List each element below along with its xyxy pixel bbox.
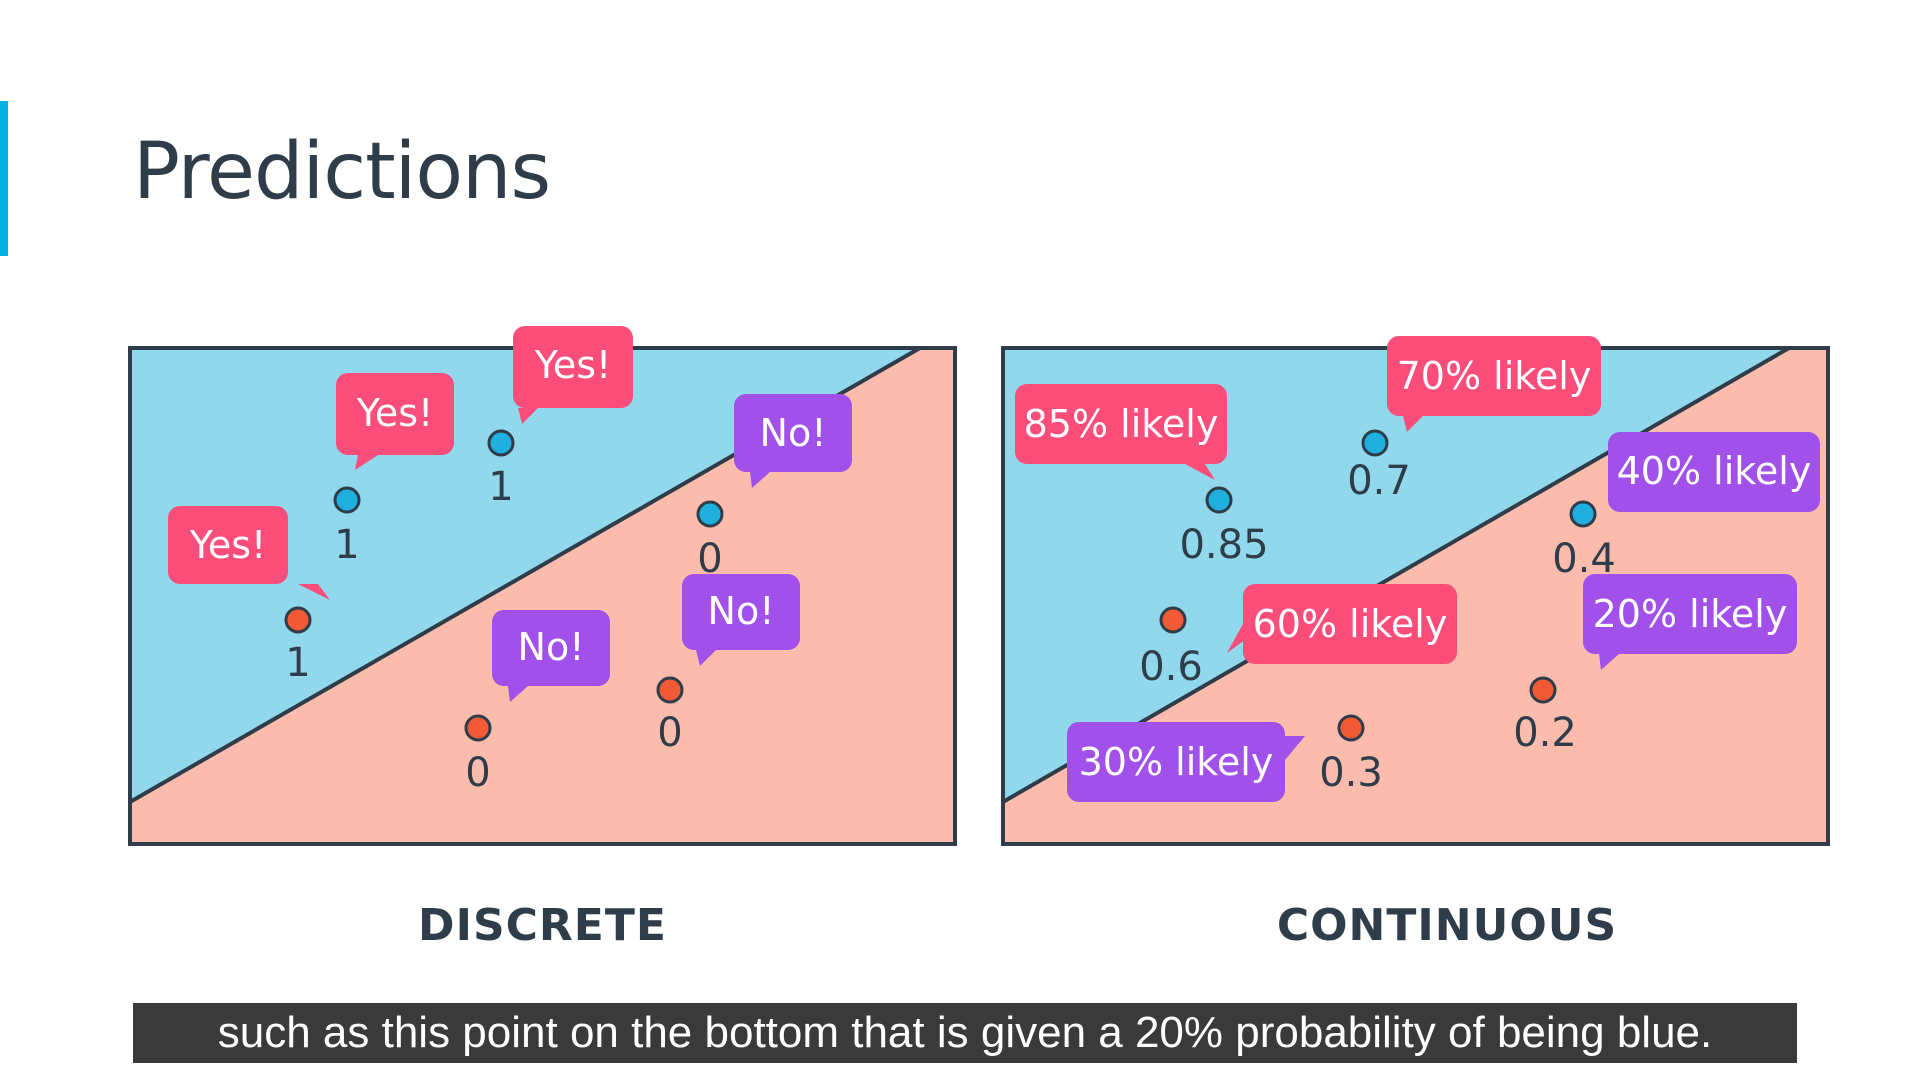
bubble-text: 20% likely (1593, 592, 1788, 636)
prediction-bubble: No! (734, 394, 852, 488)
point-value: 0.7 (1347, 458, 1411, 504)
bubble-text: Yes! (534, 343, 612, 387)
prediction-bubble: No! (492, 610, 610, 702)
red-point (284, 606, 312, 634)
continuous-plot: 0.85 85% likely 0.7 70% likely 0.4 40% l… (1001, 336, 1830, 846)
point-value: 0.85 (1179, 522, 1268, 568)
blue-point (1569, 500, 1597, 528)
prediction-bubble: Yes! (168, 506, 330, 600)
prediction-bubble: Yes! (336, 373, 454, 470)
discrete-plot: 1 Yes! 1 Yes! 1 Yes! 0 No! (128, 326, 957, 846)
bubble-text: Yes! (356, 391, 434, 435)
prediction-bubble: 20% likely (1583, 574, 1797, 670)
point-value: 0.2 (1513, 710, 1577, 756)
prediction-bubble: Yes! (513, 326, 633, 424)
prediction-bubble: 30% likely (1067, 722, 1305, 802)
bubble-text: No! (708, 589, 775, 633)
red-point (1337, 714, 1365, 742)
point-value: 1 (285, 640, 310, 686)
point-value: 0 (465, 750, 490, 796)
prediction-bubble: 70% likely (1387, 336, 1601, 432)
prediction-bubble: 40% likely (1608, 432, 1820, 512)
prediction-bubble: 60% likely (1227, 584, 1457, 664)
red-point (464, 714, 492, 742)
blue-point (1205, 486, 1233, 514)
red-point (656, 676, 684, 704)
blue-point (487, 429, 515, 457)
bubble-text: 85% likely (1024, 402, 1219, 446)
bubble-text: 30% likely (1079, 740, 1274, 784)
red-point (1529, 676, 1557, 704)
slide-title: Predictions (133, 127, 551, 217)
red-point (1159, 606, 1187, 634)
blue-point (1361, 429, 1389, 457)
bubble-text: 40% likely (1617, 449, 1812, 493)
bubble-text: No! (760, 411, 827, 455)
continuous-label: CONTINUOUS (1276, 900, 1618, 951)
bubble-text: No! (518, 625, 585, 669)
point-value: 0.6 (1139, 644, 1203, 690)
prediction-bubble: No! (682, 574, 800, 666)
blue-point (696, 500, 724, 528)
prediction-bubble: 85% likely (1015, 384, 1227, 480)
point-value: 1 (334, 522, 359, 568)
discrete-label: DISCRETE (418, 900, 667, 951)
point-value: 0 (657, 710, 682, 756)
accent-bar (0, 101, 8, 256)
point-value: 0.3 (1319, 750, 1383, 796)
bubble-text: 60% likely (1253, 602, 1448, 646)
video-subtitle: such as this point on the bottom that is… (133, 1003, 1797, 1063)
blue-point (333, 486, 361, 514)
point-value: 1 (488, 464, 513, 510)
bubble-text: Yes! (189, 523, 267, 567)
bubble-text: 70% likely (1397, 354, 1592, 398)
